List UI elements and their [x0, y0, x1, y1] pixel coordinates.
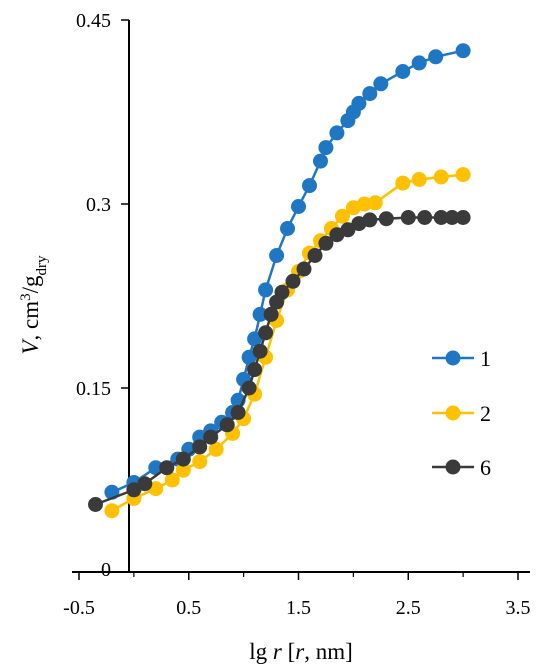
series-line — [111, 49, 464, 494]
data-point — [433, 210, 449, 225]
data-point — [252, 343, 268, 359]
legend: 1 2 6 — [432, 346, 491, 480]
data-point — [455, 210, 471, 225]
data-point — [164, 472, 180, 488]
legend-label: 6 — [480, 455, 491, 480]
data-point — [318, 140, 334, 156]
data-point — [280, 221, 295, 236]
legend-label: 2 — [480, 401, 491, 426]
series-1 — [104, 43, 471, 500]
data-point — [367, 195, 383, 211]
x-tick-label: 3.5 — [506, 597, 531, 619]
data-point — [126, 482, 142, 498]
data-point — [362, 212, 378, 228]
y-tick-label: 0.15 — [76, 378, 111, 400]
data-point — [159, 460, 175, 476]
data-point — [411, 172, 427, 187]
data-point — [247, 331, 263, 347]
data-point — [241, 349, 257, 365]
data-point — [258, 325, 274, 341]
data-point — [351, 95, 367, 111]
x-axis-title: lg r [r, nm] — [249, 639, 353, 664]
legend-swatch-marker — [445, 350, 461, 366]
data-point — [356, 196, 372, 212]
series-layer — [88, 43, 471, 519]
data-point — [252, 306, 268, 322]
legend-item-6: 6 — [432, 455, 491, 480]
data-point — [395, 175, 411, 191]
data-point — [428, 49, 444, 65]
data-point — [296, 261, 312, 277]
data-point — [340, 222, 356, 238]
data-point — [433, 169, 449, 185]
data-point — [192, 454, 208, 470]
data-point — [417, 210, 433, 225]
data-point — [302, 178, 317, 194]
series-6 — [88, 210, 471, 512]
data-point — [455, 43, 471, 59]
y-tick-label: 0 — [101, 559, 111, 581]
data-point — [285, 273, 301, 289]
data-point — [88, 497, 103, 512]
data-point — [455, 167, 471, 183]
y-tick-label: 0.3 — [86, 194, 111, 216]
data-point — [395, 64, 411, 79]
x-tick-label: 0.5 — [176, 597, 201, 619]
y-axis-title: V, cm3/gdry — [18, 255, 50, 355]
x-tick-label: 1.5 — [286, 597, 311, 619]
y-ticks: 0 0.15 0.3 0.45 — [76, 10, 129, 581]
y-tick-label: 0.45 — [76, 10, 111, 32]
data-point — [203, 429, 219, 445]
legend-label: 1 — [480, 346, 491, 371]
data-point — [241, 380, 257, 396]
legend-item-2: 2 — [432, 401, 491, 426]
data-point — [137, 476, 153, 492]
data-point — [175, 462, 191, 478]
data-point — [219, 417, 235, 433]
data-point — [175, 451, 191, 467]
data-point — [362, 86, 378, 102]
data-point — [291, 199, 306, 214]
legend-swatch-marker — [445, 459, 461, 475]
x-tick-label: 2.5 — [396, 597, 421, 619]
data-point — [329, 125, 345, 141]
data-point — [192, 439, 208, 455]
legend-swatch-marker — [445, 405, 461, 421]
x-ticks: -0.5 0.5 1.5 2.5 3.5 — [63, 572, 531, 619]
data-point — [373, 76, 389, 92]
x-tick-label: -0.5 — [63, 597, 95, 619]
data-point — [230, 405, 246, 420]
data-point — [411, 55, 427, 71]
data-point — [247, 362, 263, 378]
data-point — [104, 503, 120, 519]
data-point — [318, 235, 334, 251]
data-point — [258, 282, 274, 298]
legend-item-1: 1 — [432, 346, 491, 371]
data-point — [313, 153, 328, 169]
data-point — [263, 306, 279, 322]
data-point — [208, 441, 224, 457]
data-point — [274, 284, 290, 300]
data-point — [400, 210, 416, 225]
data-point — [444, 210, 460, 225]
data-point — [269, 248, 285, 263]
data-point — [378, 211, 394, 227]
data-point — [307, 248, 323, 263]
data-point — [334, 208, 350, 224]
